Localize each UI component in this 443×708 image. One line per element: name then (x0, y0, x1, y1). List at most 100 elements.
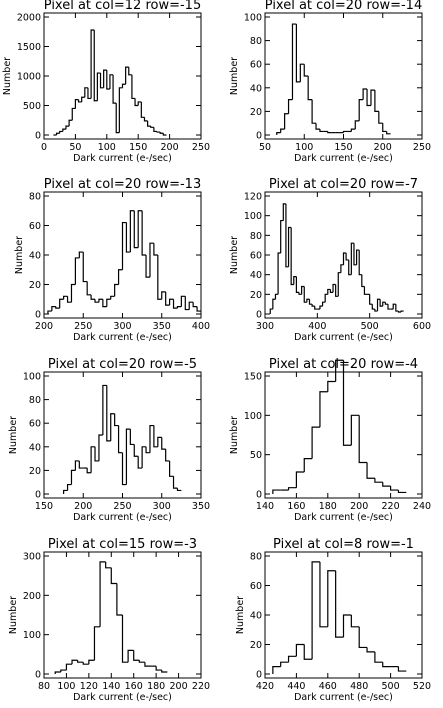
y-axis-label: Number (14, 236, 25, 274)
x-tick-label: 200 (35, 321, 53, 332)
histogram-bin (390, 486, 399, 491)
y-tick-label: 100 (244, 411, 262, 422)
histogram-bin (295, 276, 300, 293)
histogram-bin (125, 66, 129, 85)
histogram-bin (280, 661, 289, 667)
histogram-bars (54, 561, 168, 674)
histogram-bars (272, 561, 407, 674)
histogram-bin (371, 304, 375, 310)
histogram-bin (287, 226, 292, 267)
histogram-bin (106, 385, 111, 442)
histogram-bin (350, 128, 356, 132)
histogram-bin (332, 283, 336, 293)
histogram-bin (47, 310, 52, 314)
histogram-bin (269, 308, 273, 314)
histogram-bin (287, 487, 297, 491)
histogram-bin (87, 87, 92, 100)
histogram-bin (311, 99, 317, 124)
histogram-bin (94, 446, 99, 462)
histogram-bin (90, 29, 95, 99)
histogram-bin (311, 561, 320, 660)
histogram-bin (290, 227, 294, 286)
x-tick-label: 400 (192, 321, 210, 332)
x-tick-label: 200 (170, 681, 188, 692)
histogram-bin (125, 222, 131, 253)
histogram-bin (276, 132, 281, 135)
y-tick-label: 2000 (17, 13, 41, 24)
histogram-bin (153, 243, 158, 256)
histogram-bin (94, 299, 99, 303)
histogram-bin (319, 561, 328, 628)
histogram-bin (355, 249, 360, 265)
y-axis-label: Number (229, 236, 240, 274)
histogram-bin (303, 286, 307, 303)
y-tick-label: 100 (244, 13, 262, 24)
histogram-bin (327, 570, 336, 627)
histogram-bin (311, 426, 320, 459)
panel-title: Pixel at col=20 row=-14 (265, 0, 422, 13)
histogram-bin (395, 304, 399, 312)
histogram-bin (96, 72, 101, 101)
histogram-bin (145, 446, 150, 454)
y-axis-label: Number (229, 57, 240, 95)
x-tick-label: 300 (153, 501, 171, 512)
histogram-bin (274, 293, 279, 300)
histogram-bin (335, 359, 344, 382)
histogram-bin (115, 103, 120, 134)
histogram-bin (329, 289, 334, 293)
x-tick-label: 600 (413, 321, 431, 332)
histogram-bin (65, 125, 70, 130)
plot-frame (264, 12, 423, 140)
histogram-bin (99, 73, 104, 89)
histogram-bin (137, 101, 142, 106)
y-tick-label: 0 (256, 131, 262, 142)
y-tick-label: 200 (23, 591, 41, 602)
y-tick-label: 40 (250, 611, 262, 622)
histogram-bin (118, 87, 123, 133)
histogram-bin (147, 120, 151, 127)
x-tick-label: 180 (319, 501, 337, 512)
histogram-bin (51, 306, 56, 312)
histogram-bin (60, 669, 67, 673)
histogram-bin (110, 567, 117, 585)
histogram-bin (172, 299, 178, 309)
histogram-bin (66, 483, 72, 491)
histogram-bin (306, 298, 310, 303)
y-tick-label: 0 (35, 310, 41, 321)
histogram-bin (134, 98, 139, 107)
y-tick-label: 1500 (17, 42, 41, 53)
histogram-bin (284, 113, 289, 130)
histogram-bin (138, 660, 145, 663)
x-axis-label: Dark current (e-/sec) (294, 692, 393, 703)
histogram-bin (157, 436, 162, 447)
histogram-bin (342, 614, 352, 638)
histogram-bin (397, 311, 402, 313)
y-tick-label: 20 (250, 640, 262, 651)
y-axis-label: Number (8, 596, 19, 634)
histogram-bin (162, 133, 167, 136)
x-tick-label: 480 (350, 681, 368, 692)
histogram-bin (127, 649, 134, 663)
histogram-bin (342, 252, 347, 265)
histogram-bin (141, 446, 147, 469)
y-tick-label: 150 (244, 372, 262, 383)
histogram-bin (295, 643, 305, 657)
histogram-bin (165, 291, 170, 306)
x-tick-label: 350 (153, 321, 171, 332)
histogram-bin (65, 663, 73, 671)
x-tick-label: 200 (74, 501, 92, 512)
histogram-bin (77, 660, 84, 663)
histogram-bin (54, 671, 61, 674)
histogram-bars (272, 359, 407, 494)
histogram-bin (382, 123, 387, 133)
y-tick-label: 300 (23, 552, 41, 563)
histogram-bin (133, 444, 139, 457)
histogram-bin (272, 298, 276, 310)
histogram-bin (382, 482, 391, 487)
histogram-bin (121, 615, 129, 663)
histogram-bin (84, 87, 88, 98)
x-axis-label: Dark current (e-/sec) (73, 692, 172, 703)
y-tick-label: 0 (35, 670, 41, 681)
x-axis-label: Dark current (e-/sec) (73, 332, 172, 343)
histogram-bin (114, 283, 119, 297)
